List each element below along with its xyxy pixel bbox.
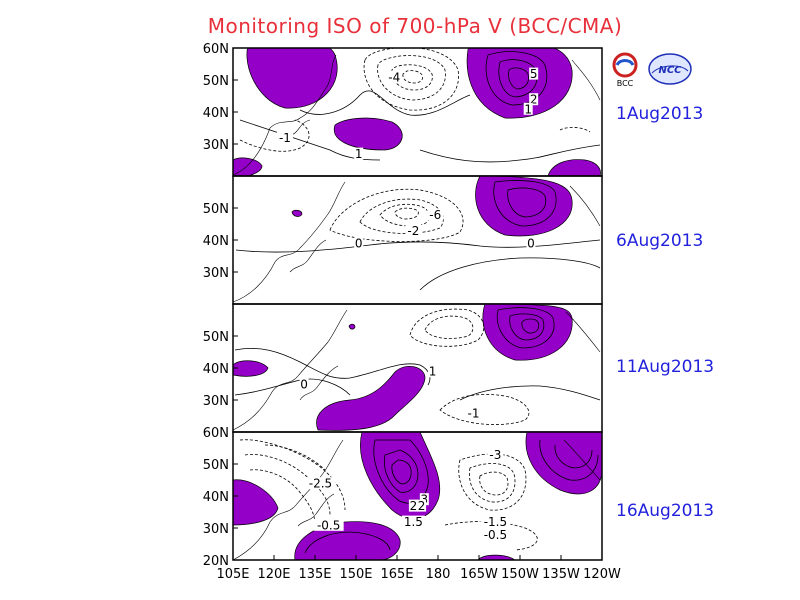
chart-title: Monitoring ISO of 700-hPa V (BCC/CMA) xyxy=(207,14,623,38)
panel-3-date: 11Aug2013 xyxy=(616,357,715,377)
positive-anomaly-region xyxy=(291,209,303,217)
panel-3-field xyxy=(233,304,601,431)
x-tick-label: 135W xyxy=(542,567,580,582)
x-tick-label: 135E xyxy=(298,567,331,582)
y-tick-label: 50N xyxy=(203,458,229,473)
contour-label-bg xyxy=(386,70,403,83)
y-tick-label: 30N xyxy=(203,266,229,281)
contour-label-bg xyxy=(419,493,429,506)
y-tick-label: 50N xyxy=(203,330,229,345)
contour-label-bg xyxy=(305,477,336,490)
positive-anomaly-region xyxy=(475,176,573,237)
contour-label-bg xyxy=(526,237,536,250)
contour-label: 1 xyxy=(429,365,437,379)
contour-label-bg xyxy=(465,406,482,419)
y-tick-label: 40N xyxy=(203,106,229,121)
contour-label: -1 xyxy=(468,406,480,420)
contour-label: -0.5 xyxy=(484,528,507,542)
positive-anomaly-region xyxy=(316,365,426,431)
positive-anomaly-region xyxy=(348,323,356,330)
contour-label: 5 xyxy=(530,67,538,81)
contour-label: 1.5 xyxy=(404,515,423,529)
contour-label-bg xyxy=(523,102,533,115)
positive-anomaly-region xyxy=(525,432,602,495)
y-tick-label: 50N xyxy=(203,202,229,217)
contour-label-bg xyxy=(427,208,444,221)
positive-anomaly-region xyxy=(333,117,403,151)
positive-anomaly-region xyxy=(246,48,338,109)
x-tick-label: 165E xyxy=(380,567,413,582)
contour-label: 1 xyxy=(355,147,363,161)
y-tick-label: 60N xyxy=(203,426,229,441)
y-tick-label: 40N xyxy=(203,234,229,249)
positive-anomaly-region xyxy=(547,159,601,176)
contour-label-bg xyxy=(354,237,364,250)
contour-label-bg xyxy=(417,499,427,512)
x-tick-label: 180 xyxy=(426,567,451,582)
positive-anomaly-region xyxy=(233,479,279,526)
contour-label-bg xyxy=(529,67,539,80)
contour-label-bg xyxy=(299,378,309,390)
contour-label: 0 xyxy=(355,237,363,251)
positive-anomaly-region xyxy=(466,48,573,119)
positive-anomaly-region xyxy=(294,521,401,560)
y-tick-label: 30N xyxy=(203,394,229,409)
contour-label: 0 xyxy=(527,237,535,251)
contour-label: 2 xyxy=(530,93,538,107)
contour-label-bg xyxy=(408,499,418,512)
bcc-logo: BCC xyxy=(612,52,638,88)
contour-label: -6 xyxy=(429,208,441,222)
panel-4-field xyxy=(233,432,602,560)
panel-1-field xyxy=(233,48,601,176)
contour-label: -1 xyxy=(279,131,291,145)
contour-label: -2.5 xyxy=(309,477,332,491)
y-tick-label: 30N xyxy=(203,138,229,153)
contour-label-bg xyxy=(313,518,344,531)
x-tick-label: 105E xyxy=(216,567,249,582)
y-tick-label: 50N xyxy=(203,74,229,89)
contour-label: -2 xyxy=(407,224,419,238)
contour-label-bg xyxy=(276,131,293,144)
positive-anomaly-region xyxy=(233,360,269,377)
positive-anomaly-region xyxy=(233,157,263,176)
panel-2-field xyxy=(235,176,601,291)
y-tick-label: 40N xyxy=(203,362,229,377)
positive-anomaly-region xyxy=(482,304,573,361)
x-tick-label: 120W xyxy=(583,567,621,582)
contour-label: -1.5 xyxy=(484,515,507,529)
x-tick-label: 120E xyxy=(257,567,290,582)
x-tick-label: 165W xyxy=(460,567,498,582)
panel-4-date: 16Aug2013 xyxy=(616,501,715,521)
contour-label-bg xyxy=(354,147,364,160)
contour-label-bg xyxy=(529,93,539,106)
contour-label-bg xyxy=(480,528,511,541)
panel-1-date: 1Aug2013 xyxy=(616,104,704,124)
contour-label: 0 xyxy=(300,378,308,392)
x-tick-label: 150E xyxy=(339,567,372,582)
y-tick-label: 40N xyxy=(203,490,229,505)
contour-label: 2 xyxy=(418,499,426,513)
contour-label-bg xyxy=(428,365,438,378)
contour-label-bg xyxy=(480,515,511,528)
x-tick-label: 150W xyxy=(501,567,539,582)
contour-label: -3 xyxy=(489,448,501,462)
panel-2-date: 6Aug2013 xyxy=(616,231,704,251)
contour-label: 2 xyxy=(410,499,418,513)
contour-label-bg xyxy=(401,515,425,528)
y-tick-label: 60N xyxy=(203,42,229,57)
y-tick-label: 20N xyxy=(203,554,229,569)
ncc-logo-text: NCC xyxy=(658,65,682,76)
contour-label: 1 xyxy=(524,102,532,116)
contour-label-bg xyxy=(405,224,422,237)
contour-label: -0.5 xyxy=(317,518,340,532)
contour-label: -4 xyxy=(388,70,400,84)
y-tick-label: 30N xyxy=(203,522,229,537)
ncc-logo: NCC xyxy=(648,53,692,85)
bcc-logo-text: BCC xyxy=(617,79,634,88)
contour-label-bg xyxy=(487,448,504,461)
